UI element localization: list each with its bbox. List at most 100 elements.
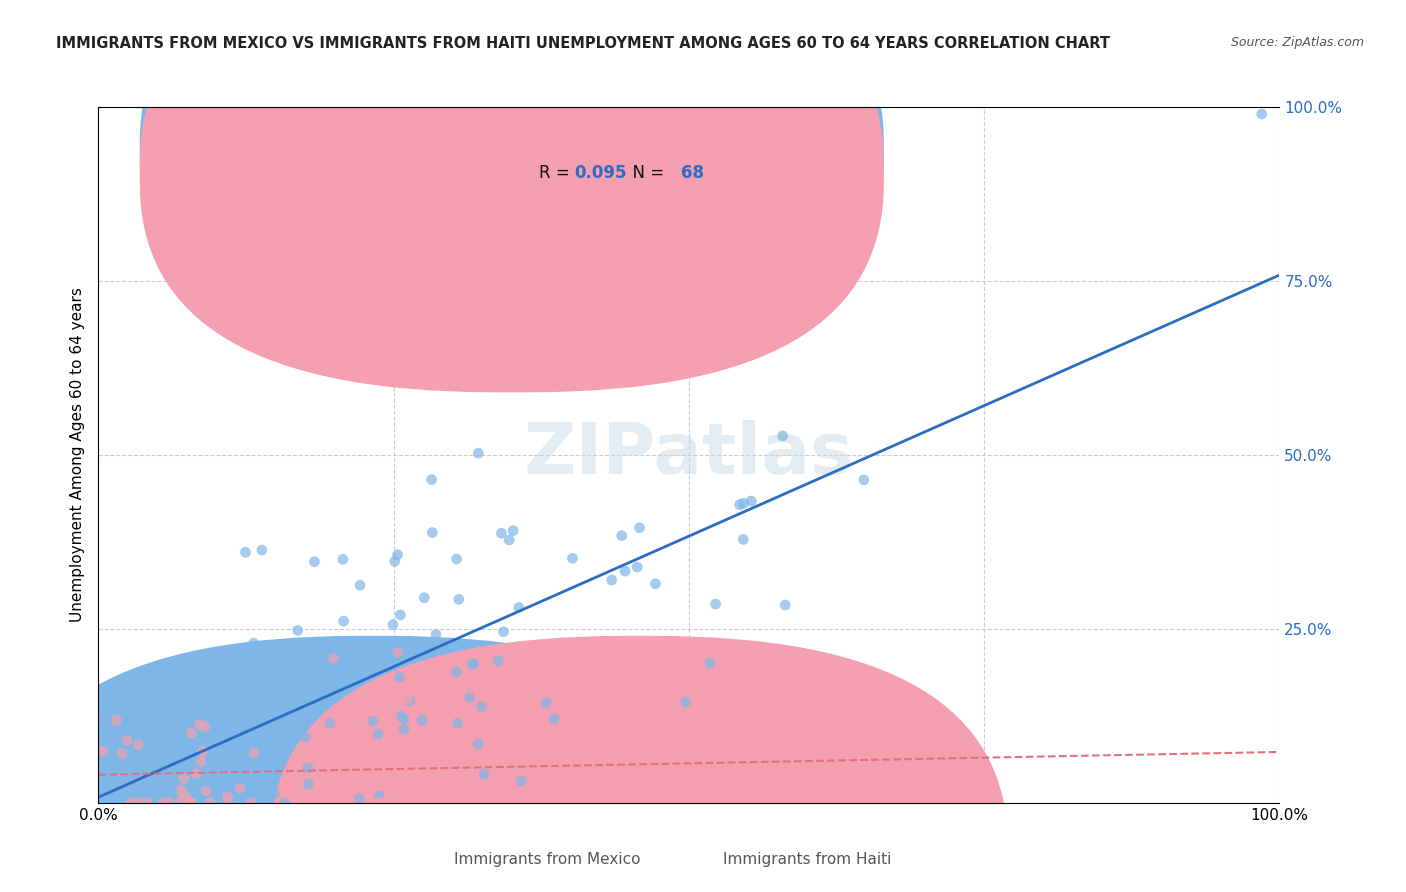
Point: [294, 730, 316, 744]
Point: [174, 789, 197, 804]
Point: [229, 781, 252, 796]
Point: [628, 521, 651, 535]
Point: [249, 796, 271, 810]
Point: [699, 656, 721, 670]
Point: [706, 796, 728, 810]
Point: [269, 706, 291, 720]
Point: [128, 796, 150, 810]
Point: [127, 738, 149, 752]
Y-axis label: Unemployment Among Ages 60 to 64 years: Unemployment Among Ages 60 to 64 years: [69, 287, 84, 623]
Point: [243, 746, 266, 760]
Point: [319, 716, 342, 731]
Point: [643, 225, 665, 239]
Point: [454, 760, 477, 774]
Point: [115, 764, 138, 778]
Point: [235, 545, 257, 559]
Point: [246, 796, 269, 810]
Point: [195, 784, 218, 798]
Point: [105, 713, 128, 727]
Point: [472, 767, 495, 781]
Point: [384, 554, 406, 568]
Point: [226, 722, 249, 736]
Point: [381, 617, 404, 632]
Text: N =: N =: [621, 164, 669, 182]
Point: [374, 796, 396, 810]
Text: Source: ZipAtlas.com: Source: ZipAtlas.com: [1230, 36, 1364, 49]
Point: [530, 770, 553, 784]
Point: [368, 796, 391, 810]
Point: [467, 737, 489, 751]
Point: [574, 730, 596, 744]
Point: [180, 796, 202, 810]
Text: Immigrants from Mexico: Immigrants from Mexico: [454, 852, 641, 866]
Point: [523, 796, 546, 810]
Point: [224, 738, 246, 752]
Point: [704, 597, 727, 611]
Point: [321, 775, 343, 789]
Point: [190, 755, 212, 769]
Point: [311, 796, 333, 810]
Point: [105, 796, 128, 810]
Point: [332, 779, 354, 793]
Point: [413, 591, 436, 605]
Point: [115, 796, 138, 810]
Point: [363, 796, 385, 810]
Point: [620, 741, 643, 756]
Point: [91, 744, 114, 758]
Point: [263, 787, 285, 801]
Point: [399, 694, 422, 708]
Point: [274, 796, 297, 810]
Point: [447, 592, 470, 607]
Point: [111, 747, 134, 761]
Point: [349, 578, 371, 592]
Point: [658, 706, 681, 721]
Point: [159, 796, 181, 810]
Point: [322, 651, 344, 665]
Point: [180, 796, 202, 810]
Point: [170, 783, 193, 797]
Point: [325, 796, 347, 810]
Point: [297, 761, 319, 775]
Point: [262, 680, 284, 694]
Point: [492, 624, 515, 639]
Point: [458, 690, 481, 705]
Point: [772, 429, 794, 443]
Point: [287, 624, 309, 638]
Point: [456, 723, 478, 737]
Point: [662, 715, 685, 730]
Point: [534, 696, 557, 710]
Point: [502, 524, 524, 538]
Text: R =: R =: [538, 145, 575, 162]
Point: [561, 551, 583, 566]
Point: [195, 681, 218, 695]
FancyBboxPatch shape: [4, 636, 742, 892]
Point: [479, 776, 502, 790]
Text: N =: N =: [621, 145, 669, 162]
Point: [612, 796, 634, 810]
Point: [240, 796, 263, 810]
Text: 0.095: 0.095: [575, 164, 627, 182]
Point: [728, 498, 751, 512]
Point: [287, 795, 309, 809]
Text: R =: R =: [538, 164, 575, 182]
Point: [673, 695, 696, 709]
Point: [392, 712, 415, 726]
Point: [120, 796, 142, 810]
Point: [387, 645, 409, 659]
Point: [446, 665, 468, 679]
Point: [367, 727, 389, 741]
Point: [115, 733, 138, 747]
Point: [543, 712, 565, 726]
Point: [285, 699, 308, 714]
Point: [173, 771, 195, 785]
Point: [387, 548, 409, 562]
Point: [314, 681, 336, 696]
Point: [152, 796, 174, 810]
Point: [329, 771, 352, 785]
Point: [188, 717, 211, 731]
Point: [425, 627, 447, 641]
Point: [304, 555, 326, 569]
Point: [467, 446, 489, 460]
Text: 95: 95: [681, 145, 704, 162]
Point: [368, 789, 391, 803]
